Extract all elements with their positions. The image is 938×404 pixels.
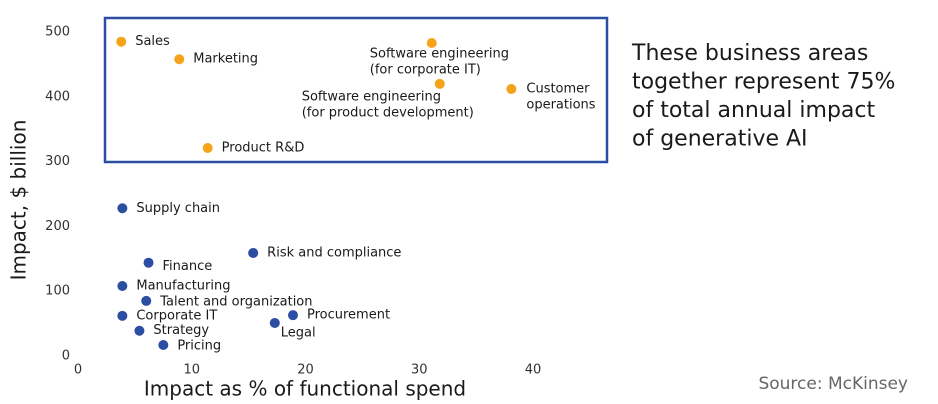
- point-label: Manufacturing: [136, 279, 230, 294]
- point-label: Product R&D: [222, 140, 305, 155]
- point: [158, 339, 169, 350]
- y-tick-label: 400: [45, 89, 70, 104]
- point: [269, 317, 280, 328]
- annotation: These business areas: [631, 41, 868, 66]
- point-label: Corporate IT: [136, 308, 217, 323]
- point-label: Supply chain: [136, 201, 220, 216]
- point: [117, 281, 128, 292]
- point-label: Talent and organization: [159, 294, 312, 309]
- point: [202, 142, 213, 153]
- point: [141, 295, 152, 306]
- point-label: Procurement: [307, 308, 390, 323]
- point-label: Customer: [526, 82, 590, 97]
- point: [117, 310, 128, 321]
- point: [426, 38, 437, 49]
- point-label: Software engineering: [302, 89, 441, 104]
- x-axis-label: Impact as % of functional spend: [144, 377, 466, 401]
- point-label: (for corporate IT): [370, 63, 481, 78]
- annotation: of generative AI: [632, 127, 808, 152]
- point: [116, 36, 127, 47]
- point-label: Legal: [281, 325, 316, 340]
- point-label: Software engineering: [370, 47, 509, 62]
- point: [134, 325, 145, 336]
- x-tick-label: 0: [74, 363, 82, 378]
- source: Source: McKinsey: [758, 374, 908, 394]
- point: [117, 203, 128, 214]
- y-tick-label: 100: [45, 284, 70, 299]
- point-label: Pricing: [177, 338, 221, 353]
- point: [434, 78, 445, 89]
- point: [248, 247, 259, 258]
- y-tick-label: 0: [62, 349, 70, 364]
- annotation: together represent 75%: [632, 70, 895, 95]
- point-label: Finance: [163, 259, 213, 274]
- point: [287, 310, 298, 321]
- point-label: Strategy: [153, 323, 209, 338]
- point-label: Risk and compliance: [267, 245, 401, 260]
- x-tick-label: 40: [525, 363, 542, 378]
- x-tick-label: 20: [297, 363, 314, 378]
- x-tick-label: 30: [411, 363, 428, 378]
- x-tick-label: 10: [183, 363, 200, 378]
- y-tick-label: 300: [45, 154, 70, 169]
- y-axis-label: Impact, $ billion: [7, 120, 31, 281]
- point-label: Sales: [135, 34, 170, 49]
- point-label: operations: [526, 98, 595, 113]
- y-tick-label: 500: [45, 25, 70, 40]
- y-tick-label: 200: [45, 219, 70, 234]
- annotation: of total annual impact: [632, 98, 875, 123]
- point-label: (for product development): [302, 105, 474, 120]
- point-label: Marketing: [193, 52, 258, 67]
- point: [506, 84, 517, 95]
- point: [143, 257, 154, 268]
- point: [174, 54, 185, 65]
- highlight-box: [103, 16, 609, 164]
